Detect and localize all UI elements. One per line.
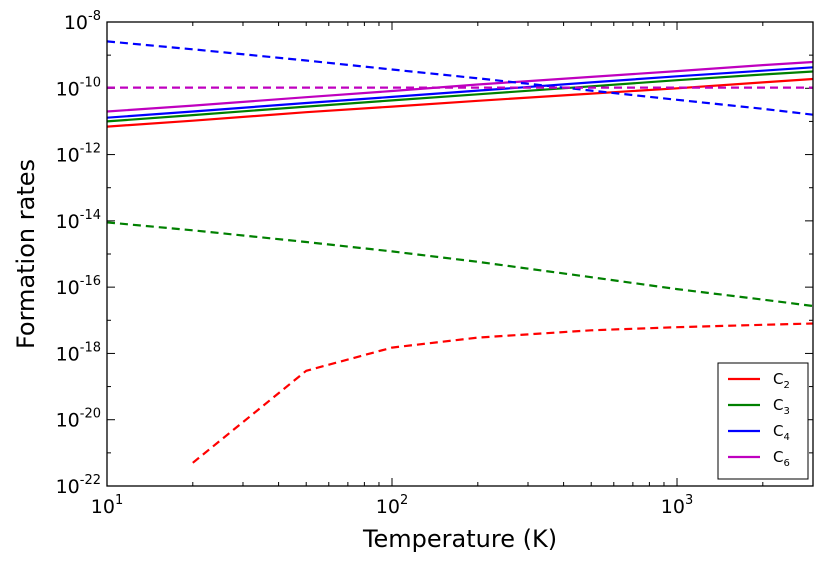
series-line-c6 bbox=[107, 60, 813, 113]
y-tick-label: 10-22 bbox=[56, 473, 101, 498]
y-tick-label: 10-12 bbox=[56, 142, 101, 167]
x-tick-label: 101 bbox=[91, 493, 123, 518]
y-tick-label: 10-18 bbox=[56, 340, 101, 365]
x-axis-label: Temperature (K) bbox=[362, 525, 557, 553]
y-tick-label: 10-14 bbox=[56, 208, 101, 233]
series-line-c4-dashed bbox=[107, 40, 813, 116]
x-tick-label: 102 bbox=[376, 493, 408, 518]
legend-label-c4: C4 bbox=[773, 422, 790, 443]
series-line-c3-dashed bbox=[107, 221, 813, 308]
series-line-c2-dashed bbox=[192, 322, 813, 464]
series-line-c2 bbox=[107, 77, 813, 128]
legend-label-c6: C6 bbox=[773, 448, 790, 469]
y-tick-label: 10-10 bbox=[56, 75, 101, 100]
series-line-c4 bbox=[107, 66, 813, 119]
legend-box bbox=[717, 362, 809, 480]
legend-label-c2: C2 bbox=[773, 370, 790, 391]
plot-frame bbox=[106, 21, 814, 487]
y-axis-label: Formation rates bbox=[12, 159, 40, 349]
x-tick-label: 103 bbox=[661, 493, 693, 518]
legend-label-c3: C3 bbox=[773, 396, 790, 417]
series-line-c3 bbox=[107, 70, 813, 123]
y-tick-label: 10-20 bbox=[56, 407, 101, 432]
y-tick-label: 10-8 bbox=[64, 9, 101, 34]
y-tick-label: 10-16 bbox=[56, 274, 101, 299]
